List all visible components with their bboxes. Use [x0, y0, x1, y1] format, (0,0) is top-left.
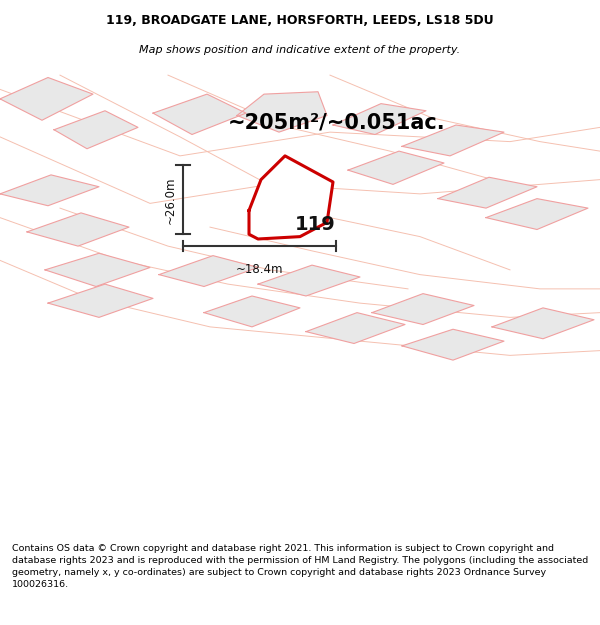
Polygon shape	[204, 296, 300, 327]
Polygon shape	[0, 78, 93, 120]
Polygon shape	[348, 151, 444, 184]
Polygon shape	[486, 199, 588, 229]
Text: ~26.0m: ~26.0m	[163, 176, 176, 224]
Polygon shape	[153, 94, 246, 134]
Polygon shape	[492, 308, 594, 339]
Polygon shape	[438, 177, 537, 208]
Polygon shape	[45, 253, 150, 286]
Polygon shape	[48, 284, 153, 318]
Polygon shape	[258, 265, 360, 296]
Polygon shape	[0, 175, 99, 206]
Text: Map shows position and indicative extent of the property.: Map shows position and indicative extent…	[139, 44, 461, 54]
Polygon shape	[402, 125, 504, 156]
Text: Contains OS data © Crown copyright and database right 2021. This information is : Contains OS data © Crown copyright and d…	[12, 544, 588, 589]
Polygon shape	[372, 294, 474, 324]
Polygon shape	[249, 156, 333, 239]
Text: ~205m²/~0.051ac.: ~205m²/~0.051ac.	[228, 112, 446, 132]
Polygon shape	[402, 329, 504, 360]
Polygon shape	[159, 256, 258, 286]
Polygon shape	[333, 104, 426, 134]
Polygon shape	[27, 213, 129, 246]
Polygon shape	[237, 92, 327, 132]
Text: 119: 119	[295, 215, 336, 234]
Polygon shape	[54, 111, 138, 149]
Text: ~18.4m: ~18.4m	[236, 262, 283, 276]
Polygon shape	[306, 312, 405, 344]
Text: 119, BROADGATE LANE, HORSFORTH, LEEDS, LS18 5DU: 119, BROADGATE LANE, HORSFORTH, LEEDS, L…	[106, 14, 494, 28]
